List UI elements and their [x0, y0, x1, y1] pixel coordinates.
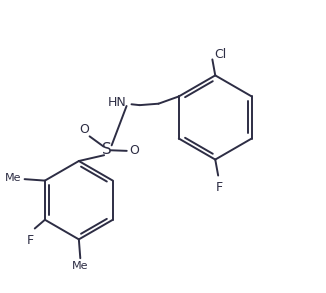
Text: Me: Me: [5, 173, 22, 183]
Text: F: F: [27, 234, 34, 247]
Text: HN: HN: [108, 96, 126, 109]
Text: Me: Me: [72, 261, 89, 271]
Text: O: O: [80, 123, 90, 137]
Text: F: F: [216, 181, 223, 194]
Text: O: O: [130, 144, 140, 157]
Text: Cl: Cl: [214, 48, 226, 61]
Text: S: S: [101, 142, 111, 157]
